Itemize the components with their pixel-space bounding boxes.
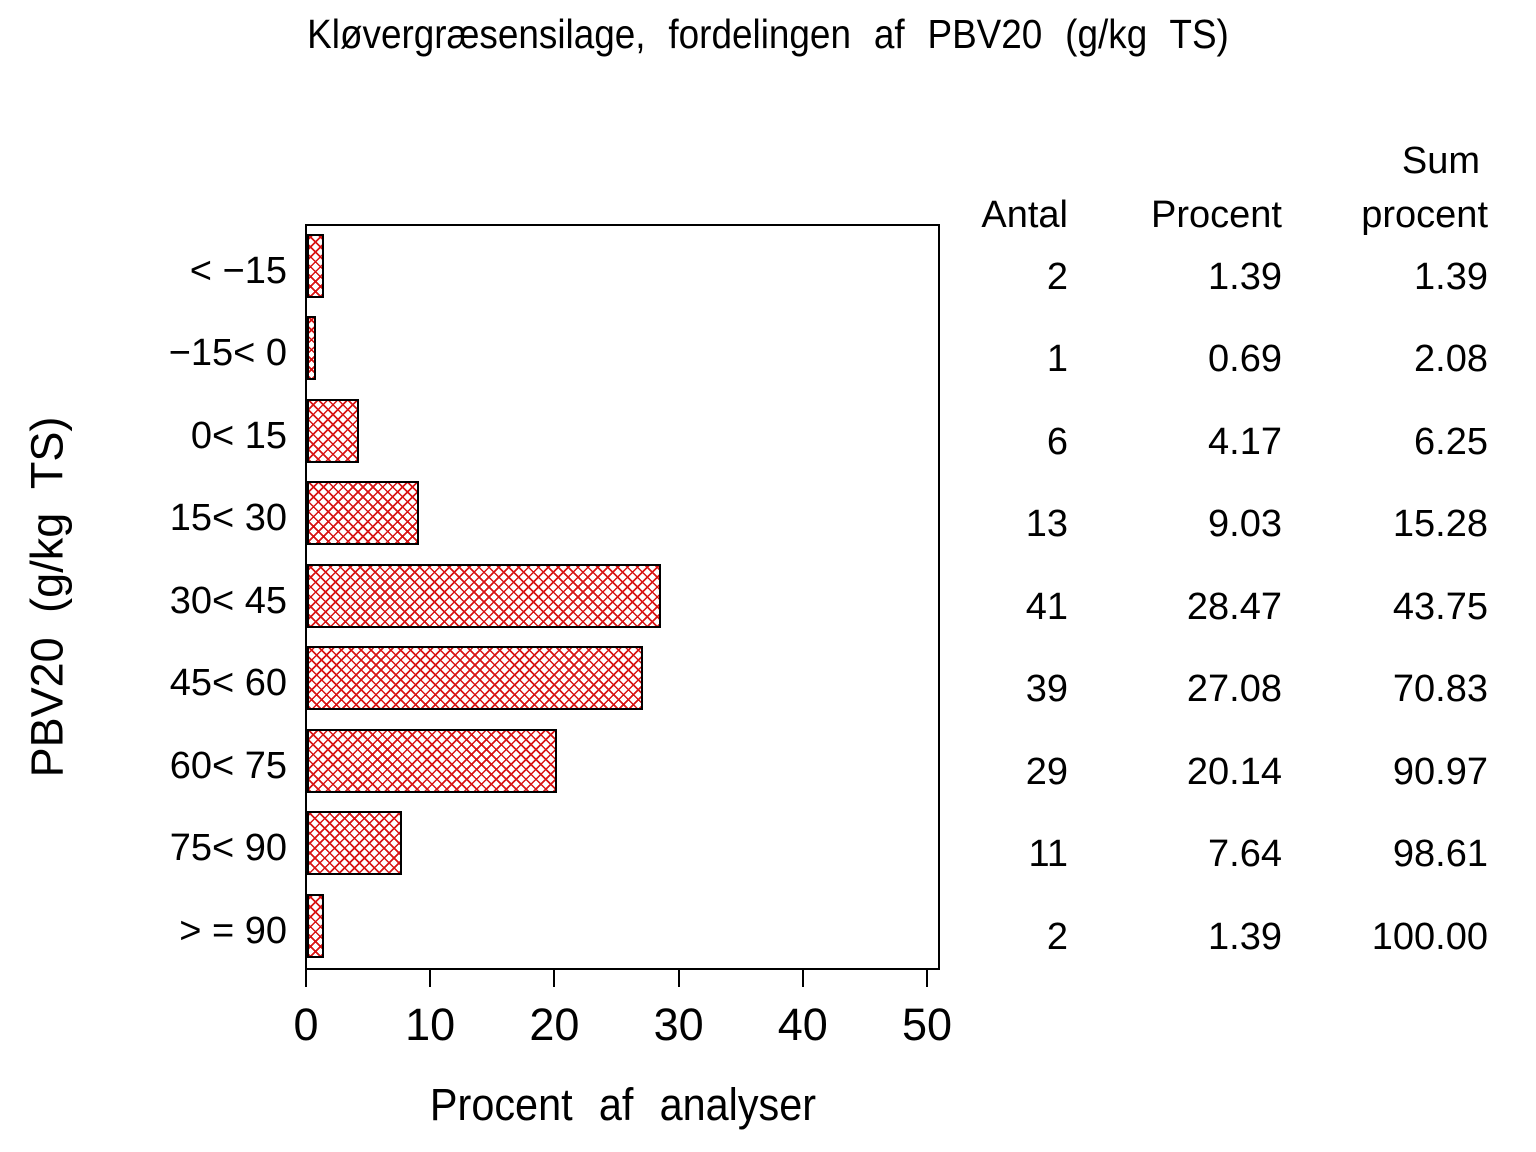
table-cell-sum: 2.08: [1414, 338, 1488, 381]
x-tick-label: 40: [777, 999, 828, 1050]
table-header-sum-line1: Sum: [1401, 140, 1480, 182]
category-label: −15< 0: [168, 332, 287, 375]
table-cell-procent: 1.39: [1208, 915, 1282, 958]
table-cell-sum: 43.75: [1392, 585, 1488, 628]
table-cell-antal: 2: [1046, 915, 1068, 958]
x-tick-mark: [677, 970, 680, 987]
bar: [307, 893, 325, 958]
category-label: 60< 75: [169, 744, 287, 787]
table-cell-antal: 1: [1046, 338, 1068, 381]
x-tick-label: 50: [901, 999, 953, 1050]
table-cell-procent: 1.39: [1208, 256, 1282, 298]
x-tick-label: 10: [405, 999, 456, 1050]
table-cell-sum: 15.28: [1392, 503, 1488, 546]
table-cell-antal: 2: [1046, 256, 1068, 298]
table-cell-procent: 4.17: [1208, 420, 1282, 463]
table-header-procent: Procent: [1151, 194, 1282, 236]
table-cell-procent: 28.47: [1186, 585, 1282, 628]
category-label: 0< 15: [190, 414, 287, 457]
table-cell-procent: 0.69: [1208, 338, 1282, 381]
table-cell-antal: 29: [1025, 750, 1068, 793]
table-cell-sum: 1.39: [1414, 256, 1488, 298]
bar: [307, 481, 420, 546]
table-header-antal: Antal: [981, 194, 1068, 236]
x-tick-label: 30: [653, 999, 704, 1050]
x-tick-mark: [553, 970, 556, 987]
category-label: 30< 45: [169, 579, 287, 622]
bar: [307, 563, 661, 628]
category-label: > = 90: [179, 909, 287, 952]
bar: [307, 646, 644, 711]
y-axis-title: PBV20 (g/kg TS): [21, 416, 73, 778]
table-cell-antal: 6: [1046, 420, 1068, 463]
table-cell-antal: 11: [1028, 833, 1068, 876]
table-cell-sum: 98.61: [1392, 833, 1488, 876]
table-cell-antal: 39: [1025, 668, 1068, 711]
x-tick-label: 0: [293, 999, 319, 1050]
chart-title: Kløvergræsensilage, fordelingen af PBV20…: [307, 11, 1229, 57]
x-tick-mark: [801, 970, 804, 987]
table-cell-antal: 41: [1025, 585, 1068, 628]
category-label: 45< 60: [169, 662, 287, 705]
category-label: < −15: [189, 250, 287, 292]
table-header-sum-line2: procent: [1361, 194, 1488, 236]
bar: [307, 234, 325, 298]
x-tick-mark: [429, 970, 432, 987]
bar: [307, 728, 558, 793]
table-cell-sum: 6.25: [1414, 420, 1488, 463]
table-cell-procent: 27.08: [1186, 668, 1282, 711]
table-cell-antal: 13: [1025, 503, 1068, 546]
bar: [307, 316, 316, 381]
table-cell-procent: 9.03: [1208, 503, 1282, 546]
bar: [307, 811, 402, 876]
table-cell-procent: 7.64: [1208, 833, 1282, 876]
table-cell-procent: 20.14: [1186, 750, 1282, 793]
category-label: 15< 30: [169, 497, 287, 540]
x-tick-label: 20: [529, 999, 580, 1050]
bar: [307, 398, 359, 463]
x-axis-title: Procent af analyser: [429, 1079, 817, 1130]
x-tick-mark: [926, 970, 928, 987]
table-cell-sum: 100.00: [1371, 915, 1488, 958]
x-tick-mark: [305, 970, 307, 987]
category-label: 75< 90: [169, 827, 287, 870]
table-cell-sum: 90.97: [1392, 750, 1488, 793]
table-cell-sum: 70.83: [1392, 668, 1488, 711]
